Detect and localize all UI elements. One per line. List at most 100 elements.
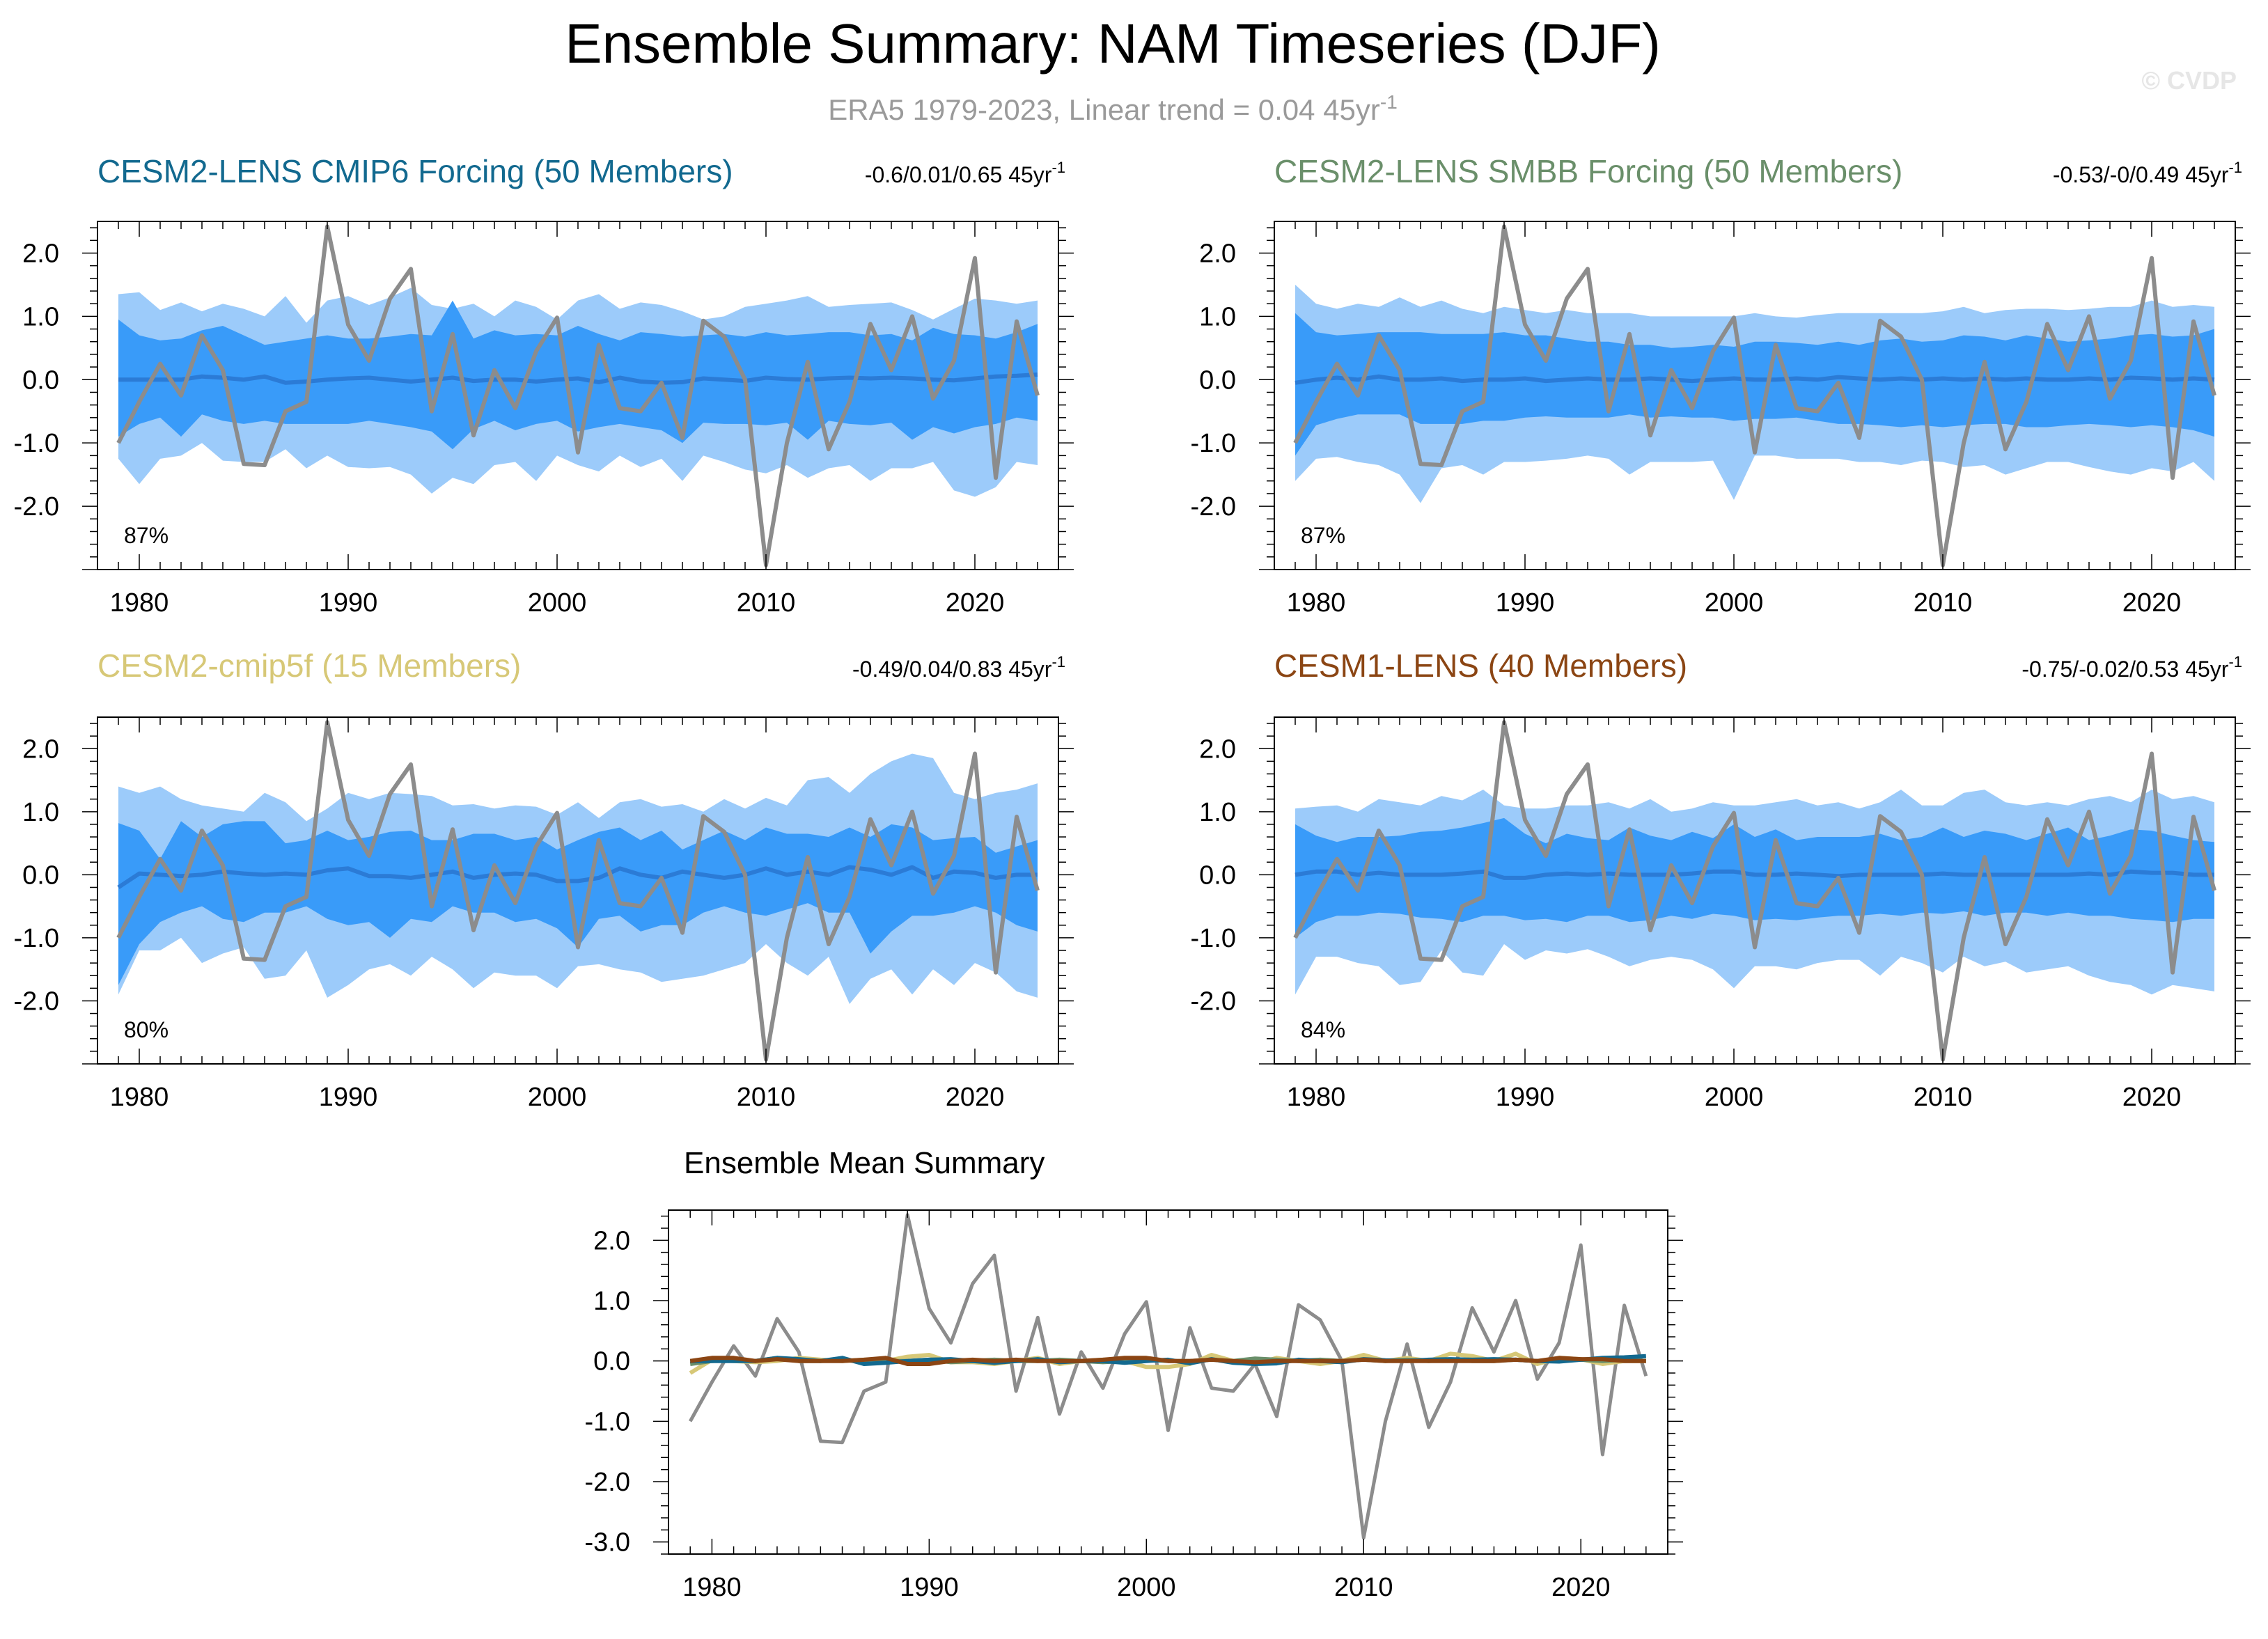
x-tick-label: 2020 [2122,1083,2182,1112]
y-tick-label: 2.0 [1199,239,1236,268]
spread-band-inner [1295,313,2214,456]
observed-line [1293,720,2216,1062]
trend-superscript: -1 [1051,159,1065,176]
plot-area [1293,224,2216,567]
y-tick-label: 0.0 [1199,366,1236,395]
panel-title: CESM2-LENS SMBB Forcing (50 Members) [1274,153,1902,189]
plot-area [689,1213,1648,1540]
x-tick-label: 1990 [900,1573,959,1602]
x-tick-label: 2020 [946,1083,1005,1112]
y-tick-label: -3.0 [585,1528,630,1558]
x-tick-label: 1990 [1496,588,1555,618]
x-tick-label: 1980 [682,1573,742,1602]
y-tick-label: -2.0 [585,1468,630,1497]
observed-line [116,224,1040,567]
observed-line [116,720,1040,1062]
plot-area [116,720,1040,1062]
y-tick-label: 0.0 [22,366,59,395]
x-tick-label: 1980 [1287,1083,1346,1112]
y-tick-label: 0.0 [593,1347,630,1377]
y-tick-label: 1.0 [1199,798,1236,827]
x-tick-label: 2010 [737,588,796,618]
percent-label: 84% [1301,1017,1345,1042]
y-tick-label: -1.0 [14,924,59,953]
trend-label: -0.49/0.04/0.83 45yr-1 [852,653,1065,682]
figure-subtitle: ERA5 1979-2023, Linear trend = 0.04 45yr… [828,91,1398,126]
x-tick-label: 1980 [1287,588,1346,618]
percent-label: 80% [124,1017,169,1042]
trend-label: -0.53/-0/0.49 45yr-1 [2053,159,2242,187]
panel-5: 1980 1990 2000 2010 2020 2.0 1.0 0.0 -1.0 -2.0 -3.… [585,1146,1683,1602]
panel-2: 1980 1990 2000 2010 2020 2.0 1.0 0.0 -1.0 -2.0 CES… [1191,153,2251,618]
x-tick-label: 2020 [946,588,1005,618]
figure-title: Ensemble Summary: NAM Timeseries (DJF) [565,13,1661,74]
panel-title: CESM1-LENS (40 Members) [1274,648,1687,684]
percent-label: 87% [124,523,169,548]
x-tick-label: 2010 [1914,1083,1973,1112]
y-tick-label: 2.0 [22,735,59,764]
y-tick-label: 1.0 [22,798,59,827]
panel-1: 1980 1990 2000 2010 2020 2.0 1.0 0.0 -1.0 -2.0 CES… [14,153,1074,618]
ensemble-mean-line [1295,374,2215,385]
panel-title: CESM2-cmip5f (15 Members) [97,648,521,684]
panel-title: Ensemble Mean Summary [684,1146,1045,1180]
y-tick-label: -1.0 [14,429,59,458]
y-tick-label: 0.0 [22,861,59,890]
y-tick-label: -2.0 [1191,492,1236,522]
x-tick-label: 1980 [110,1083,169,1112]
x-tick-label: 2000 [528,1083,587,1112]
y-tick-label: -2.0 [14,987,59,1016]
trend-text: -0.75/-0.02/0.53 45yr [2021,657,2228,682]
x-tick-label: 2000 [1117,1573,1176,1602]
x-tick-label: 2000 [528,588,587,618]
y-tick-label: -1.0 [1191,429,1236,458]
trend-superscript: -1 [1051,653,1065,670]
observed-line [1293,224,2216,567]
trend-text: -0.53/-0/0.49 45yr [2053,162,2229,187]
y-tick-label: 0.0 [1199,861,1236,890]
x-tick-label: 2020 [2122,588,2182,618]
trend-label: -0.6/0.01/0.65 45yr-1 [865,159,1065,187]
plot-area [1293,720,2216,1062]
plot-area [116,224,1040,567]
trend-superscript: -1 [2228,653,2242,670]
x-tick-label: 2010 [737,1083,796,1112]
y-tick-label: 2.0 [593,1226,630,1255]
x-tick-label: 2020 [1551,1573,1611,1602]
x-tick-label: 2000 [1705,588,1764,618]
subtitle-superscript: -1 [1380,91,1398,113]
y-tick-label: 2.0 [1199,735,1236,764]
spread-band-inner [118,300,1038,450]
x-tick-label: 1980 [110,588,169,618]
y-tick-label: -2.0 [1191,987,1236,1016]
y-tick-label: -2.0 [14,492,59,522]
spread-band-inner [1295,817,2214,938]
y-tick-label: 1.0 [593,1287,630,1316]
x-tick-label: 1990 [319,588,378,618]
ensemble-mean-line [1295,869,2214,880]
x-tick-label: 2010 [1334,1573,1393,1602]
x-tick-label: 1990 [1496,1083,1555,1112]
ensemble-mean-line [117,865,1038,889]
y-tick-label: 1.0 [1199,302,1236,331]
percent-label: 87% [1301,523,1345,548]
trend-text: -0.6/0.01/0.65 45yr [865,162,1052,187]
plot-frame [668,1209,1668,1555]
panel-title: CESM2-LENS CMIP6 Forcing (50 Members) [97,153,733,189]
x-tick-label: 1990 [319,1083,378,1112]
panel-4: 1980 1990 2000 2010 2020 2.0 1.0 0.0 -1.0 -2.0 CES… [1191,648,2251,1112]
x-tick-label: 2000 [1705,1083,1764,1112]
panel-3: 1980 1990 2000 2010 2020 2.0 1.0 0.0 -1.0 -2.0 CES… [14,648,1074,1112]
y-tick-label: 1.0 [22,302,59,331]
trend-label: -0.75/-0.02/0.53 45yr-1 [2021,653,2242,682]
series-line-1 [689,1213,1648,1540]
x-tick-label: 2010 [1914,588,1973,618]
series-line-5 [689,1356,1646,1366]
y-tick-label: -1.0 [585,1407,630,1436]
trend-text: -0.49/0.04/0.83 45yr [852,657,1052,682]
series-line-2 [689,1351,1646,1375]
y-tick-label: -1.0 [1191,924,1236,953]
y-tick-label: 2.0 [22,239,59,268]
watermark: © CVDP [2141,66,2237,95]
ensemble-mean-line [118,372,1038,385]
